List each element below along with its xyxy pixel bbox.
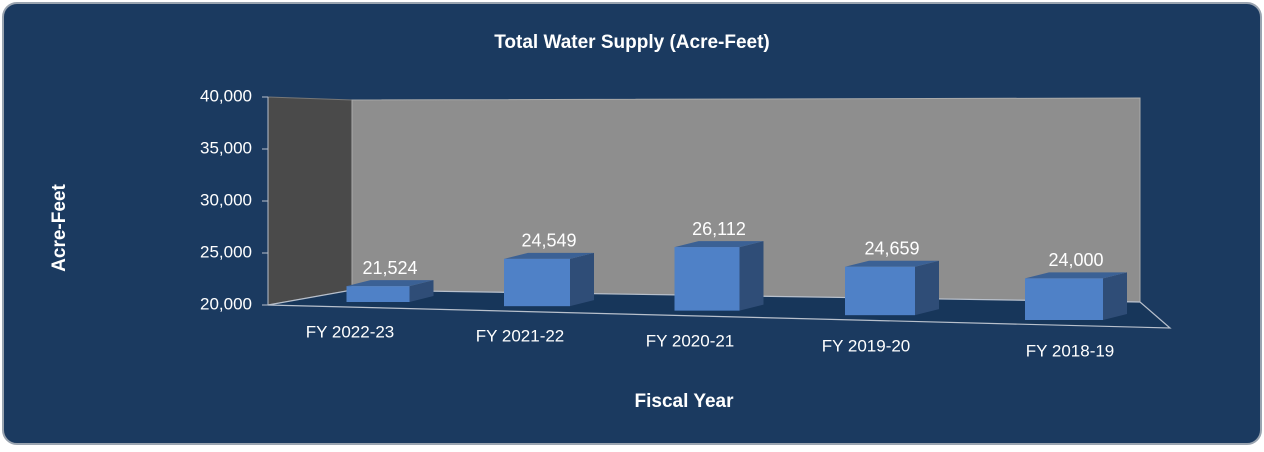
x-axis-title: Fiscal Year <box>635 391 735 412</box>
x-tick-label: FY 2019-20 <box>822 336 911 355</box>
bar-side <box>915 260 939 316</box>
bar-top <box>346 280 434 287</box>
bar-top <box>845 260 939 267</box>
side-wall <box>267 96 353 306</box>
bar <box>1025 278 1103 320</box>
y-tick-label: 35,000 <box>200 138 252 157</box>
y-tick-label: 20,000 <box>200 294 252 313</box>
y-tick-label: 40,000 <box>200 86 252 105</box>
bar-top <box>504 252 594 259</box>
bar <box>504 258 570 307</box>
chart-title: Total Water Supply (Acre-Feet) <box>494 32 770 53</box>
value-label: 24,000 <box>1048 250 1103 270</box>
bar <box>346 286 410 302</box>
value-label: 26,112 <box>692 219 746 239</box>
bar-side <box>409 280 434 302</box>
x-tick-label: FY 2022-23 <box>306 322 395 341</box>
y-tick-label: 30,000 <box>200 190 252 209</box>
value-label: 24,659 <box>864 238 919 258</box>
bar-top <box>674 241 764 248</box>
y-tick-label: 25,000 <box>200 242 252 261</box>
x-tick-label: FY 2018-19 <box>1026 341 1115 360</box>
bar-side <box>739 241 764 311</box>
bar <box>674 247 740 311</box>
bar-side <box>570 252 594 307</box>
x-tick-label: FY 2020-21 <box>646 331 735 350</box>
bar-side <box>1103 272 1127 320</box>
value-label: 21,524 <box>362 258 417 278</box>
y-axis-title: Acre-Feet <box>49 184 70 272</box>
value-label: 24,549 <box>521 231 576 251</box>
x-tick-label: FY 2021-22 <box>476 326 565 345</box>
bar <box>845 266 915 316</box>
bar-top <box>1025 272 1127 279</box>
